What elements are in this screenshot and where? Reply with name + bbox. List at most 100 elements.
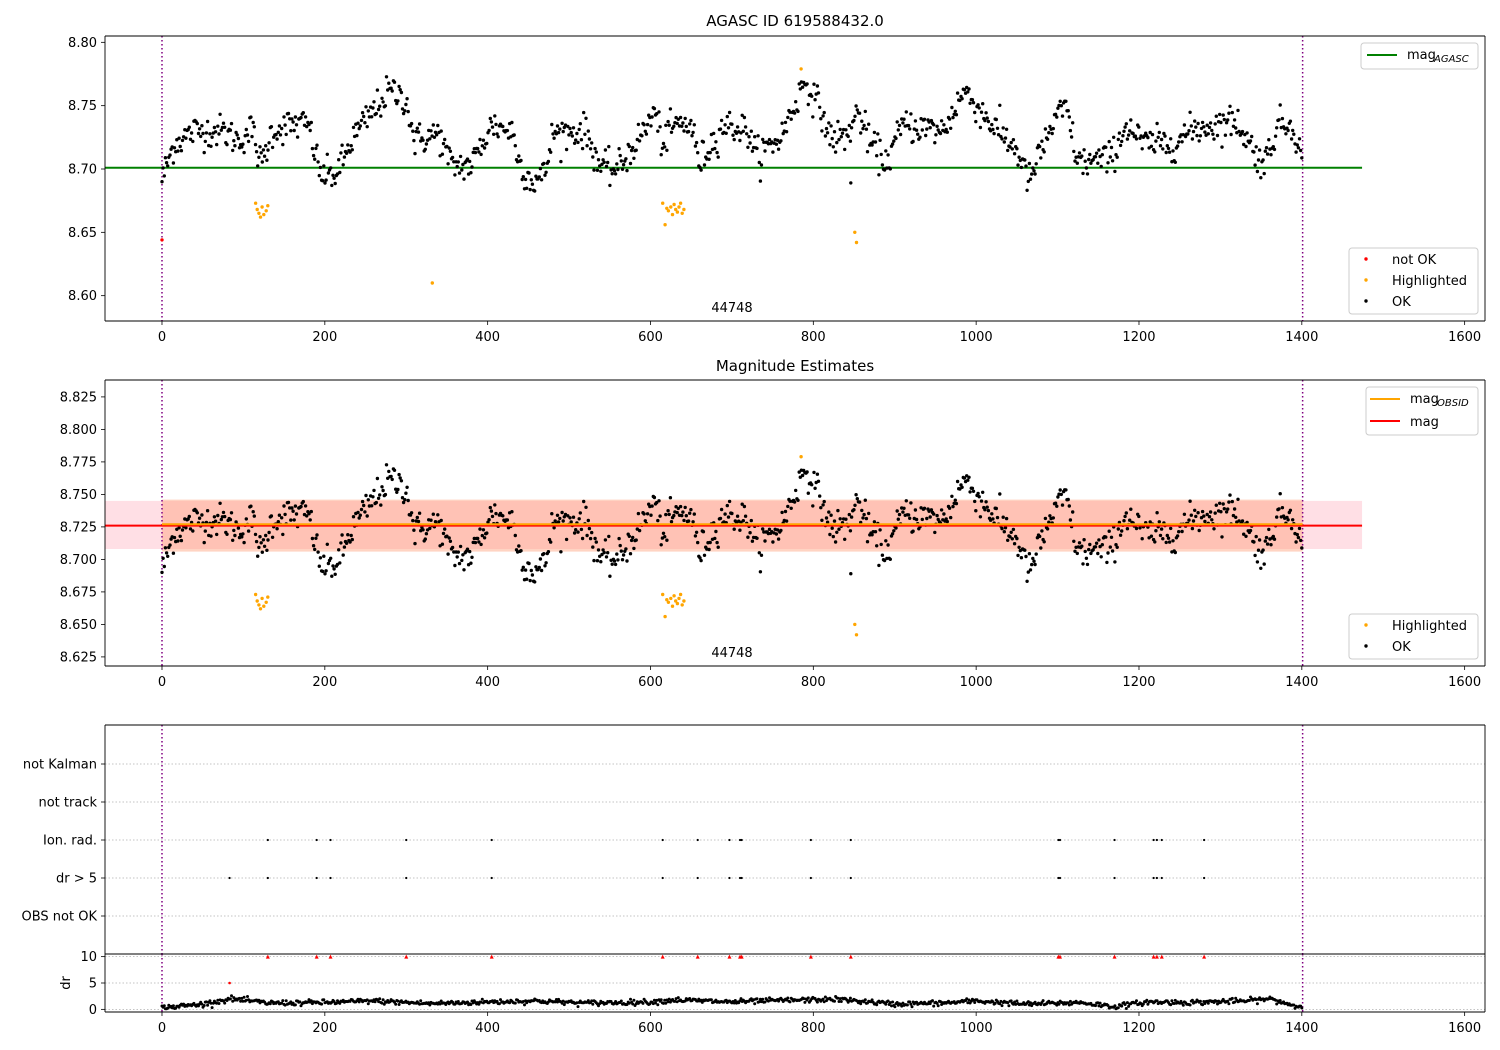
ok-point bbox=[823, 134, 828, 138]
ok-point bbox=[627, 144, 631, 149]
ok-point bbox=[256, 164, 260, 168]
ok-point bbox=[947, 117, 952, 121]
dr-point bbox=[909, 1002, 913, 1006]
ok-point bbox=[1000, 526, 1004, 531]
ok-point bbox=[800, 473, 805, 478]
ok-point bbox=[204, 131, 209, 135]
ok-point bbox=[741, 519, 745, 523]
ok-point bbox=[379, 503, 383, 507]
y-tick-label: 8.800 bbox=[60, 423, 97, 438]
dr-point bbox=[1068, 999, 1072, 1003]
ok-point bbox=[983, 508, 987, 512]
ok-point bbox=[179, 538, 184, 543]
ok-point bbox=[865, 150, 870, 154]
ok-point bbox=[621, 163, 626, 167]
dr-point bbox=[209, 1001, 213, 1005]
ok-point bbox=[698, 556, 702, 560]
ok-point bbox=[441, 531, 446, 536]
ok-point bbox=[481, 528, 486, 532]
ok-point bbox=[266, 148, 270, 152]
ok-point bbox=[574, 528, 578, 532]
ok-point bbox=[1214, 503, 1219, 507]
ok-point bbox=[726, 126, 731, 130]
x-tick-label: 1200 bbox=[1122, 1021, 1155, 1036]
ok-point bbox=[914, 517, 919, 522]
highlighted-point bbox=[682, 207, 686, 212]
ok-point bbox=[330, 183, 334, 188]
highlighted-point bbox=[675, 601, 680, 606]
ok-point bbox=[409, 511, 414, 515]
ok-point bbox=[1019, 165, 1024, 170]
ok-point bbox=[1149, 144, 1154, 148]
ok-point bbox=[462, 177, 466, 181]
ok-point bbox=[882, 558, 887, 563]
ok-point bbox=[469, 171, 473, 175]
ok-point bbox=[859, 131, 863, 135]
ok-point bbox=[356, 510, 360, 515]
ok-point bbox=[240, 145, 244, 149]
ok-point bbox=[1159, 527, 1164, 531]
ok-point bbox=[311, 544, 316, 548]
ok-point bbox=[846, 134, 850, 139]
ok-point bbox=[786, 504, 790, 509]
ok-point bbox=[895, 120, 899, 124]
ok-point bbox=[513, 144, 517, 148]
ok-point bbox=[555, 124, 560, 128]
ok-point bbox=[344, 541, 349, 545]
dr-point bbox=[895, 1001, 899, 1004]
ok-point bbox=[953, 498, 957, 502]
ok-point bbox=[852, 118, 856, 123]
ok-point bbox=[411, 129, 415, 133]
ok-point bbox=[637, 528, 642, 533]
ok-point bbox=[942, 512, 946, 516]
legend-label-mag: mag bbox=[1410, 415, 1439, 430]
ok-point bbox=[586, 518, 590, 523]
dr-point bbox=[656, 1003, 660, 1007]
highlighted-point bbox=[663, 223, 667, 227]
ok-point bbox=[1088, 542, 1092, 547]
ok-point bbox=[949, 126, 953, 130]
ok-point bbox=[355, 133, 359, 138]
ok-point bbox=[179, 149, 184, 153]
ok-point bbox=[632, 546, 636, 551]
ok-point bbox=[286, 500, 291, 505]
ok-point bbox=[348, 150, 352, 154]
ok-point bbox=[478, 527, 482, 531]
ok-point bbox=[1081, 171, 1085, 176]
dr-point bbox=[1067, 1003, 1071, 1007]
ok-point bbox=[632, 156, 636, 160]
highlighted-point bbox=[663, 614, 667, 619]
y-tick-label: 5 bbox=[89, 977, 97, 992]
legend-marker-ok bbox=[1364, 644, 1368, 648]
legend-frame bbox=[1348, 613, 1479, 660]
dr-point bbox=[1120, 1004, 1124, 1008]
ok-point bbox=[932, 512, 936, 516]
ok-point bbox=[1294, 150, 1298, 154]
x-tick-label: 1600 bbox=[1448, 675, 1481, 690]
dr-point bbox=[381, 998, 385, 1002]
ok-point bbox=[967, 475, 971, 479]
ok-point bbox=[1060, 503, 1065, 507]
ok-point bbox=[431, 123, 435, 127]
ok-point bbox=[794, 100, 798, 104]
y-tick-label: 8.650 bbox=[60, 618, 97, 633]
ok-point bbox=[1244, 144, 1248, 149]
ok-point bbox=[556, 130, 561, 135]
y-tick-label: 8.700 bbox=[60, 553, 97, 568]
ok-point bbox=[191, 529, 195, 533]
ok-point bbox=[953, 109, 957, 114]
highlighted-point bbox=[253, 201, 258, 205]
ok-point bbox=[372, 488, 376, 493]
ok-point bbox=[428, 526, 432, 531]
ok-point bbox=[908, 516, 912, 520]
ok-point bbox=[1193, 508, 1197, 512]
dr-point bbox=[928, 1002, 932, 1006]
ok-point bbox=[264, 533, 268, 538]
ok-point bbox=[1048, 514, 1052, 518]
dr-point bbox=[1169, 1003, 1173, 1007]
ok-point bbox=[1291, 128, 1295, 133]
ok-point bbox=[1221, 502, 1225, 506]
ok-point bbox=[707, 157, 711, 161]
ok-point bbox=[629, 538, 634, 543]
